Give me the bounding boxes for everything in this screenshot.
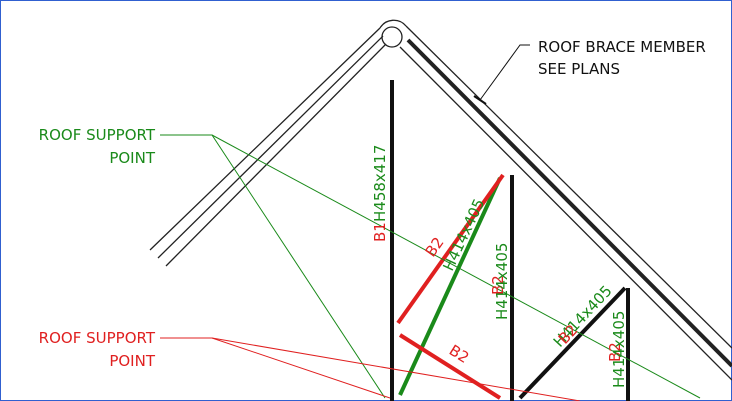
member-label: B1 xyxy=(371,222,389,242)
member-label: H414x405 xyxy=(439,196,488,274)
note: POINT xyxy=(109,352,155,370)
note: SEE PLANS xyxy=(538,60,620,78)
note: ROOF SUPPORT xyxy=(39,126,156,144)
note: ROOF BRACE MEMBER xyxy=(538,38,706,56)
member-label: B2 xyxy=(446,341,472,367)
roof-left xyxy=(150,20,406,266)
member-label: H414x405 xyxy=(610,311,628,388)
member-label: H458x417 xyxy=(371,145,389,222)
note: ROOF SUPPORT xyxy=(39,329,156,347)
member-label: H414x405 xyxy=(493,243,511,320)
drawing: ROOF BRACE MEMBER SEE PLANS ROOF SUPPORT… xyxy=(0,0,732,401)
note: POINT xyxy=(109,149,155,167)
